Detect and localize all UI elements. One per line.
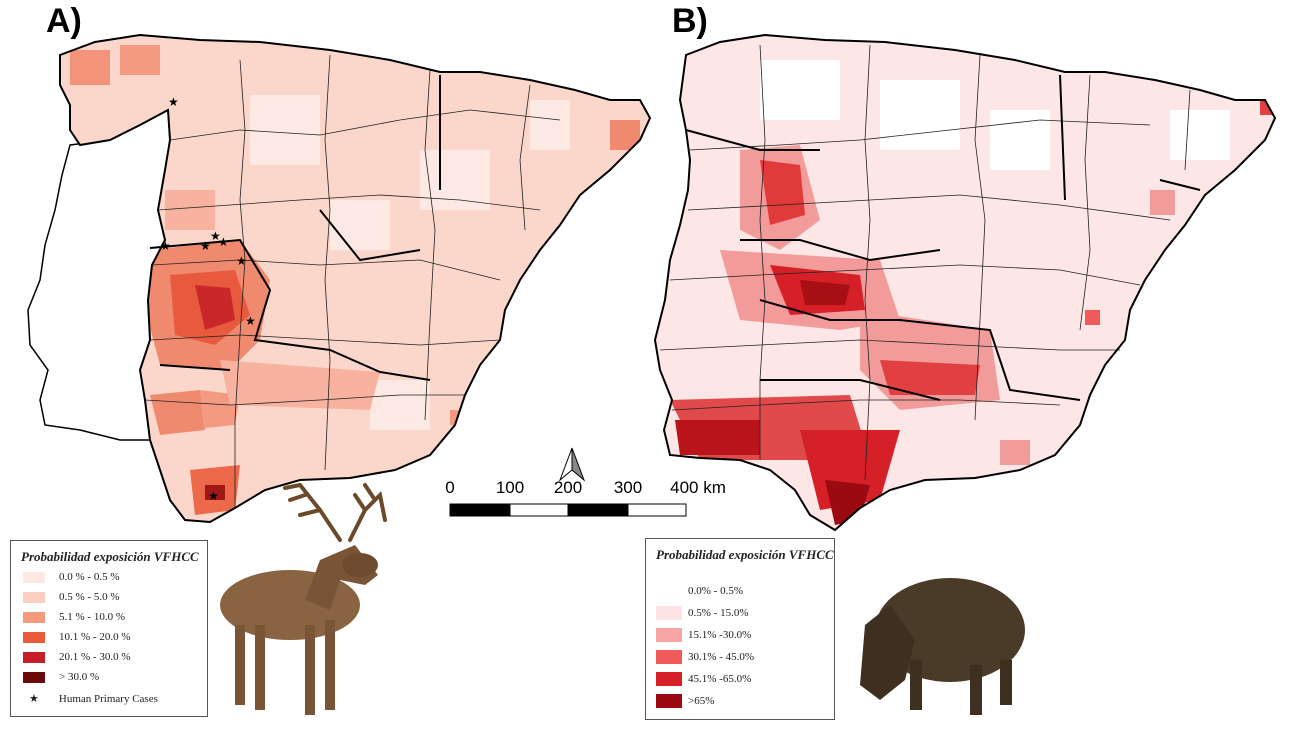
case-marker: ★ [200, 239, 211, 253]
legend-a-cases-entry: ★ Human Primary Cases [29, 692, 158, 705]
region-borders-a [149, 75, 441, 381]
legend-swatch [23, 671, 45, 683]
wild-boar-photo [860, 578, 1025, 715]
case-marker: ★ [168, 95, 179, 109]
star-icon: ★ [29, 692, 39, 705]
legend-swatch [656, 650, 682, 664]
legend-swatch [23, 631, 45, 643]
legend-label: Human Primary Cases [58, 692, 158, 705]
legend-label: 15.1% -30.0% [688, 629, 752, 641]
human-case-markers: ★ ★ ★ ★ ★ ★ ★ ★ [160, 95, 256, 503]
legend-a-title: Probabilidad exposición VFHCC [21, 549, 199, 564]
iberia-b-outline [653, 33, 1277, 532]
panel-a-label: A) [46, 2, 82, 40]
legend-a-entry: 5.1 % - 10.0 % [23, 611, 125, 623]
region-borders-b [685, 74, 1201, 401]
scale-tick: 200 [553, 478, 583, 497]
legend-a-entry: 0.0 % - 0.5 % [23, 571, 120, 583]
legend-label: 30.1% - 45.0% [688, 651, 754, 663]
legend-label: 10.1 % - 20.0 % [59, 631, 131, 643]
legend-a-entry: > 30.0 % [23, 671, 99, 683]
legend-label: 0.5 % - 5.0 % [59, 591, 120, 603]
scale-bar-graphic [449, 503, 687, 517]
spain-a-outline [59, 33, 652, 524]
legend-swatch [656, 628, 682, 642]
province-borders-b [659, 44, 1191, 481]
legend-b-entry: 30.1% - 45.0% [656, 650, 754, 664]
north-arrow-icon [558, 447, 586, 482]
legend-a: Probabilidad exposición VFHCC 0.0 % - 0.… [10, 540, 208, 717]
case-marker: ★ [245, 314, 256, 328]
legend-label: 0.5% - 15.0% [688, 607, 749, 619]
panel-b-label: B) [672, 2, 708, 40]
legend-a-entry: 20.1 % - 30.0 % [23, 651, 131, 663]
map-a: ★ ★ ★ ★ ★ ★ ★ ★ [27, 33, 652, 524]
case-marker: ★ [218, 235, 229, 249]
scale-bar-labels: 0 100 200 300 400 km [445, 478, 726, 500]
legend-b-entry: >65% [656, 694, 714, 708]
legend-b-entry: 15.1% -30.0% [656, 628, 751, 642]
legend-swatch [23, 591, 45, 603]
legend-b-title: Probabilidad exposición VFHCC [656, 547, 834, 562]
case-marker: ★ [236, 254, 247, 268]
legend-label: >65% [688, 695, 715, 707]
legend-label: > 30.0 % [59, 671, 100, 683]
case-marker: ★ [208, 489, 219, 503]
legend-a-entry: 0.5 % - 5.0 % [23, 591, 120, 603]
legend-swatch [23, 571, 45, 583]
legend-swatch [656, 694, 682, 708]
legend-b-entry: 45.1% -65.0% [656, 672, 751, 686]
case-marker: ★ [210, 229, 221, 243]
scale-tick: 0 [445, 478, 455, 497]
scale-tick: 100 [495, 478, 525, 497]
legend-b-entry: 0.0% - 0.5% [656, 584, 743, 598]
scale-tick: 400 km [670, 478, 726, 497]
legend-b: Probabilidad exposición VFHCC 0.0% - 0.5… [645, 538, 835, 720]
legend-label: 0.0 % - 0.5 % [59, 571, 120, 583]
legend-swatch [656, 672, 682, 686]
scale-tick: 300 [613, 478, 643, 497]
legend-a-entry: 10.1 % - 20.0 % [23, 631, 131, 643]
legend-swatch [23, 611, 45, 623]
map-b [653, 33, 1277, 532]
legend-swatch [656, 584, 682, 598]
legend-label: 20.1 % - 30.0 % [59, 651, 131, 663]
red-deer-photo [220, 482, 387, 715]
legend-swatch [656, 606, 682, 620]
legend-b-entry: 0.5% - 15.0% [656, 606, 749, 620]
legend-swatch [23, 651, 45, 663]
case-marker: ★ [160, 239, 171, 253]
province-borders-a [144, 54, 561, 508]
legend-label: 0.0% - 0.5% [688, 585, 743, 597]
legend-label: 5.1 % - 10.0 % [59, 611, 125, 623]
legend-label: 45.1% -65.0% [688, 673, 752, 685]
